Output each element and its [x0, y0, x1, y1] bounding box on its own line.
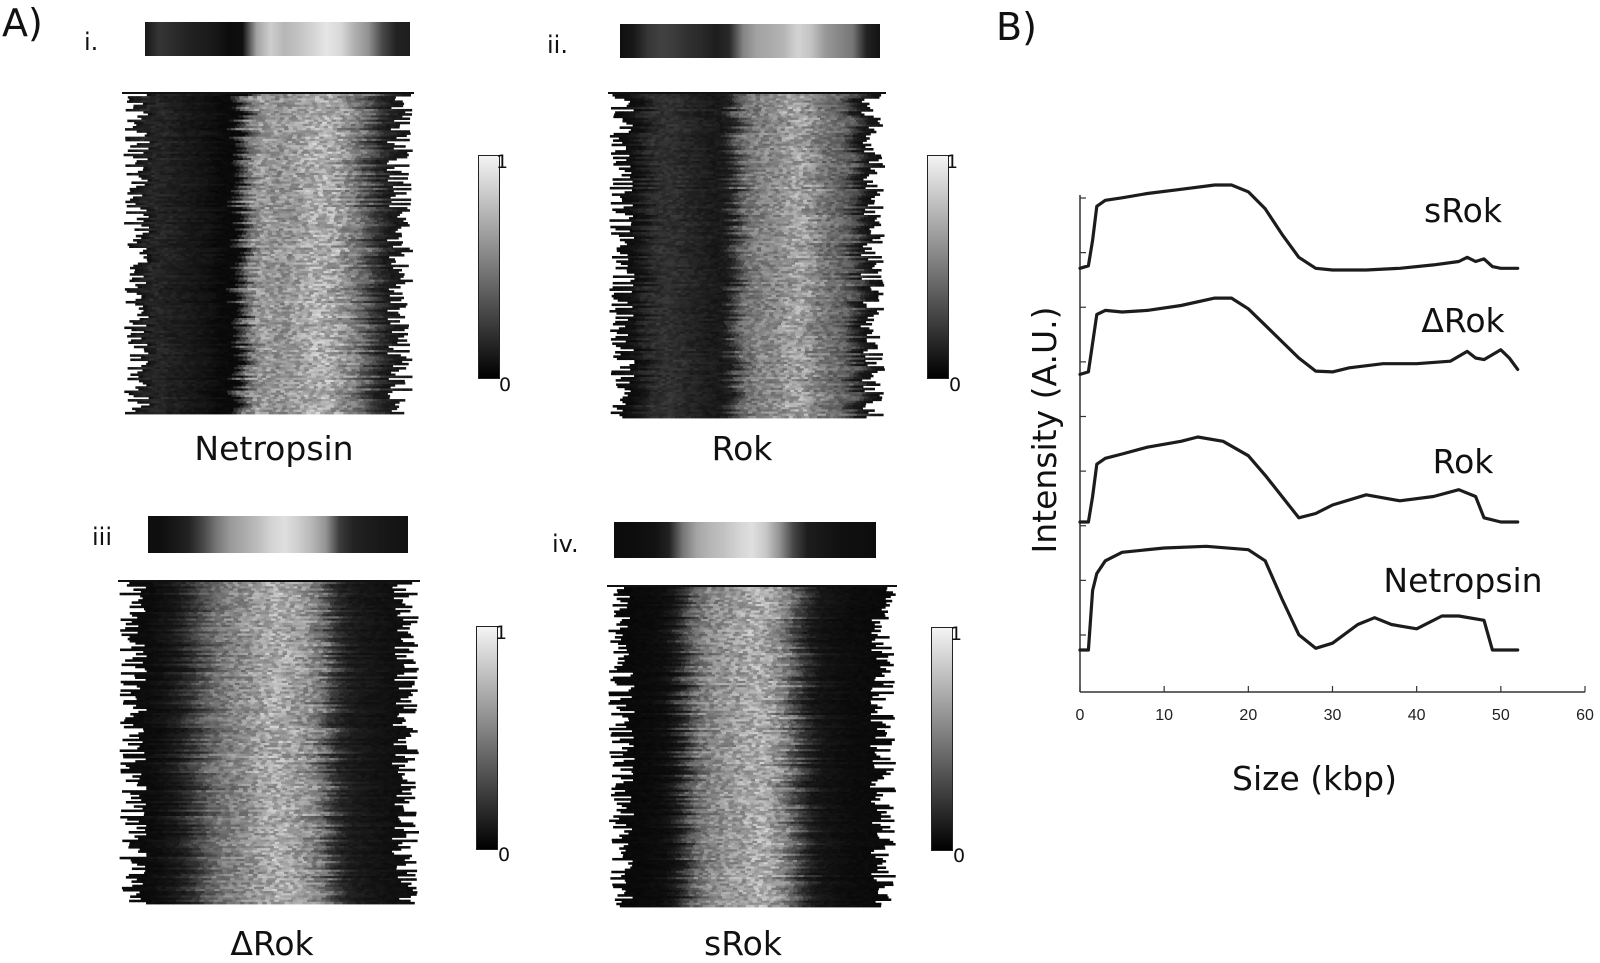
- chart-text: 0 10 20 30 40 50 60 Size (kbp) Intensity (A.U.) s…: [1025, 191, 1594, 798]
- series-label: Netropsin: [1383, 561, 1542, 600]
- series-label: sRok: [1424, 191, 1503, 230]
- x-tick-label: 50: [1492, 707, 1510, 724]
- x-tick-label: 30: [1324, 707, 1342, 724]
- y-axis-label: Intensity (A.U.): [1025, 306, 1064, 553]
- x-tick-label: 10: [1155, 707, 1173, 724]
- series-label: ΔRok: [1421, 301, 1505, 340]
- x-tick-label: 60: [1576, 707, 1594, 724]
- series-label: Rok: [1433, 442, 1495, 481]
- x-axis-label: Size (kbp): [1232, 759, 1397, 798]
- x-tick-label: 20: [1239, 707, 1257, 724]
- x-tick-label: 40: [1408, 707, 1426, 724]
- x-tick-label: 0: [1076, 707, 1085, 724]
